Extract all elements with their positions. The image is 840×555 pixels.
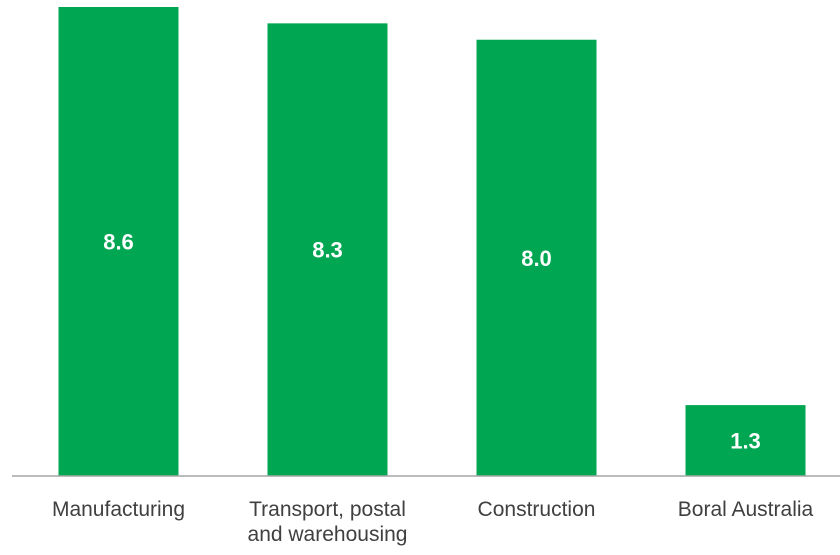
category-label-2: Construction bbox=[478, 498, 596, 521]
bar-2 bbox=[476, 39, 597, 476]
bar-value-label-0: 8.6 bbox=[103, 230, 134, 255]
bar-1 bbox=[267, 23, 388, 476]
category-label-3: Boral Australia bbox=[678, 498, 814, 521]
category-label-1-line-1: and warehousing bbox=[248, 523, 408, 546]
category-label-1-line-0: Transport, postal bbox=[249, 498, 406, 521]
category-label-0: Manufacturing bbox=[52, 498, 185, 521]
bar-3 bbox=[685, 405, 806, 476]
bar-value-label-1: 8.3 bbox=[312, 238, 343, 263]
bars-group: 8.6 8.3 8.0 1.3 bbox=[58, 7, 806, 476]
bar-value-label-3: 1.3 bbox=[730, 429, 761, 454]
bar-0 bbox=[58, 7, 179, 476]
bar-value-label-2: 8.0 bbox=[521, 246, 552, 271]
